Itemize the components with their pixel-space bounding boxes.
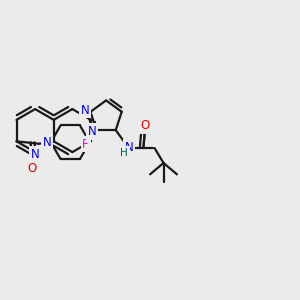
Text: N: N [31,148,40,161]
Text: N: N [125,141,134,154]
Text: N: N [43,136,52,149]
Text: N: N [88,125,96,138]
Text: N: N [81,104,89,117]
Text: O: O [28,162,37,175]
Text: F: F [82,138,89,151]
Text: O: O [140,119,149,132]
Text: H: H [120,148,128,158]
